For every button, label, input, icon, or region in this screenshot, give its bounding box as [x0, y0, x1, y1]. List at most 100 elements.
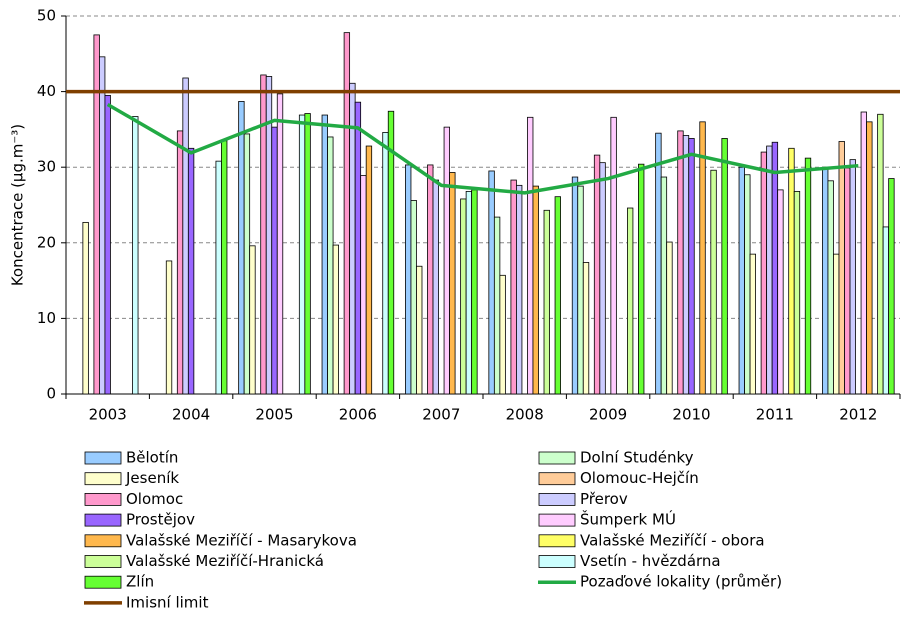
bar — [844, 167, 851, 395]
legend-swatch — [538, 513, 576, 527]
bar — [510, 179, 517, 395]
x-tick-label: 2010 — [672, 406, 710, 424]
bar — [271, 126, 278, 395]
bar — [571, 176, 579, 395]
bar — [176, 130, 184, 395]
legend-label: Valašské Meziříčí - obora — [580, 531, 765, 549]
bar — [527, 116, 534, 395]
legend-swatch — [84, 492, 122, 506]
x-tick-label: 2007 — [422, 406, 460, 424]
bar — [132, 116, 139, 395]
bar — [699, 121, 706, 395]
x-tick-label: 2004 — [172, 406, 210, 424]
bar — [682, 135, 690, 395]
x-tick-label: 2008 — [506, 406, 544, 424]
bar — [860, 111, 867, 395]
bar — [187, 147, 195, 395]
bar — [582, 262, 590, 395]
y-tick-label: 50 — [37, 7, 56, 25]
bar — [215, 160, 222, 395]
bar — [771, 141, 779, 395]
bar — [349, 82, 356, 395]
bar — [888, 178, 895, 395]
legend-label: Přerov — [580, 490, 628, 508]
legend-swatch — [84, 472, 122, 486]
legend-label: Zlín — [126, 573, 154, 591]
x-tick-label: 2006 — [339, 406, 377, 424]
bar — [766, 145, 773, 395]
legend-swatch — [84, 534, 122, 548]
bar — [677, 130, 684, 395]
bar — [321, 114, 328, 395]
bar — [354, 101, 362, 395]
legend-swatch — [538, 451, 576, 465]
bar — [688, 138, 695, 395]
bar — [249, 245, 256, 395]
y-tick-label: 20 — [37, 233, 56, 251]
x-tick-label: 2011 — [756, 406, 794, 424]
bar — [165, 260, 173, 395]
x-tick-label: 2012 — [839, 406, 877, 424]
bar — [182, 77, 189, 395]
legend-swatch — [84, 451, 122, 465]
legend-swatch — [84, 575, 122, 589]
bar — [382, 132, 389, 395]
x-tick-label: 2005 — [255, 406, 293, 424]
bar — [365, 145, 373, 395]
y-tick-label: 30 — [37, 158, 56, 176]
bar — [788, 147, 795, 395]
legend-label: Olomoc — [126, 490, 183, 508]
bar — [655, 132, 662, 395]
bar — [610, 116, 617, 395]
legend-label: Dolní Studénky — [580, 449, 694, 467]
bar — [543, 209, 550, 395]
bar — [82, 221, 89, 395]
legend-swatch — [538, 472, 576, 486]
bar — [849, 159, 856, 395]
bar — [877, 113, 884, 395]
bar — [749, 253, 756, 395]
bar — [465, 190, 473, 395]
bar — [276, 93, 284, 395]
bar — [221, 140, 228, 395]
legend-label: Pozaďové lokality (průměr) — [580, 573, 782, 591]
bar — [304, 113, 311, 395]
bar — [432, 179, 439, 395]
bar — [882, 226, 890, 395]
legend-label: Valašské Meziříčí - Masarykova — [126, 531, 357, 549]
legend-label: Šumperk MÚ — [580, 510, 676, 529]
bar — [760, 151, 768, 395]
bar — [793, 190, 801, 395]
bar — [638, 163, 645, 395]
bar — [99, 56, 106, 395]
y-tick-label: 40 — [37, 82, 56, 100]
legend-label: Prostějov — [126, 511, 195, 529]
bar — [488, 170, 495, 395]
bar — [744, 174, 751, 395]
legend-swatch — [538, 534, 576, 548]
y-tick-label: 0 — [46, 385, 56, 403]
line — [106, 102, 859, 195]
legend-swatch — [538, 492, 576, 506]
legend-swatch — [84, 513, 122, 527]
bar — [710, 169, 717, 395]
bar — [332, 244, 339, 395]
bar — [777, 189, 784, 395]
bar — [449, 172, 456, 395]
bar — [493, 216, 501, 395]
bar — [833, 253, 840, 395]
bar — [499, 274, 506, 395]
bar — [822, 166, 829, 395]
bar — [804, 157, 812, 395]
bar — [627, 207, 634, 395]
legend-label: Valašské Meziříčí-Hranická — [126, 552, 324, 570]
bar — [721, 138, 728, 395]
bar — [532, 185, 539, 395]
bar — [93, 34, 100, 395]
bar — [577, 185, 584, 395]
bar — [104, 94, 111, 395]
bar — [599, 162, 606, 395]
bar — [360, 175, 367, 395]
bar — [427, 164, 434, 395]
